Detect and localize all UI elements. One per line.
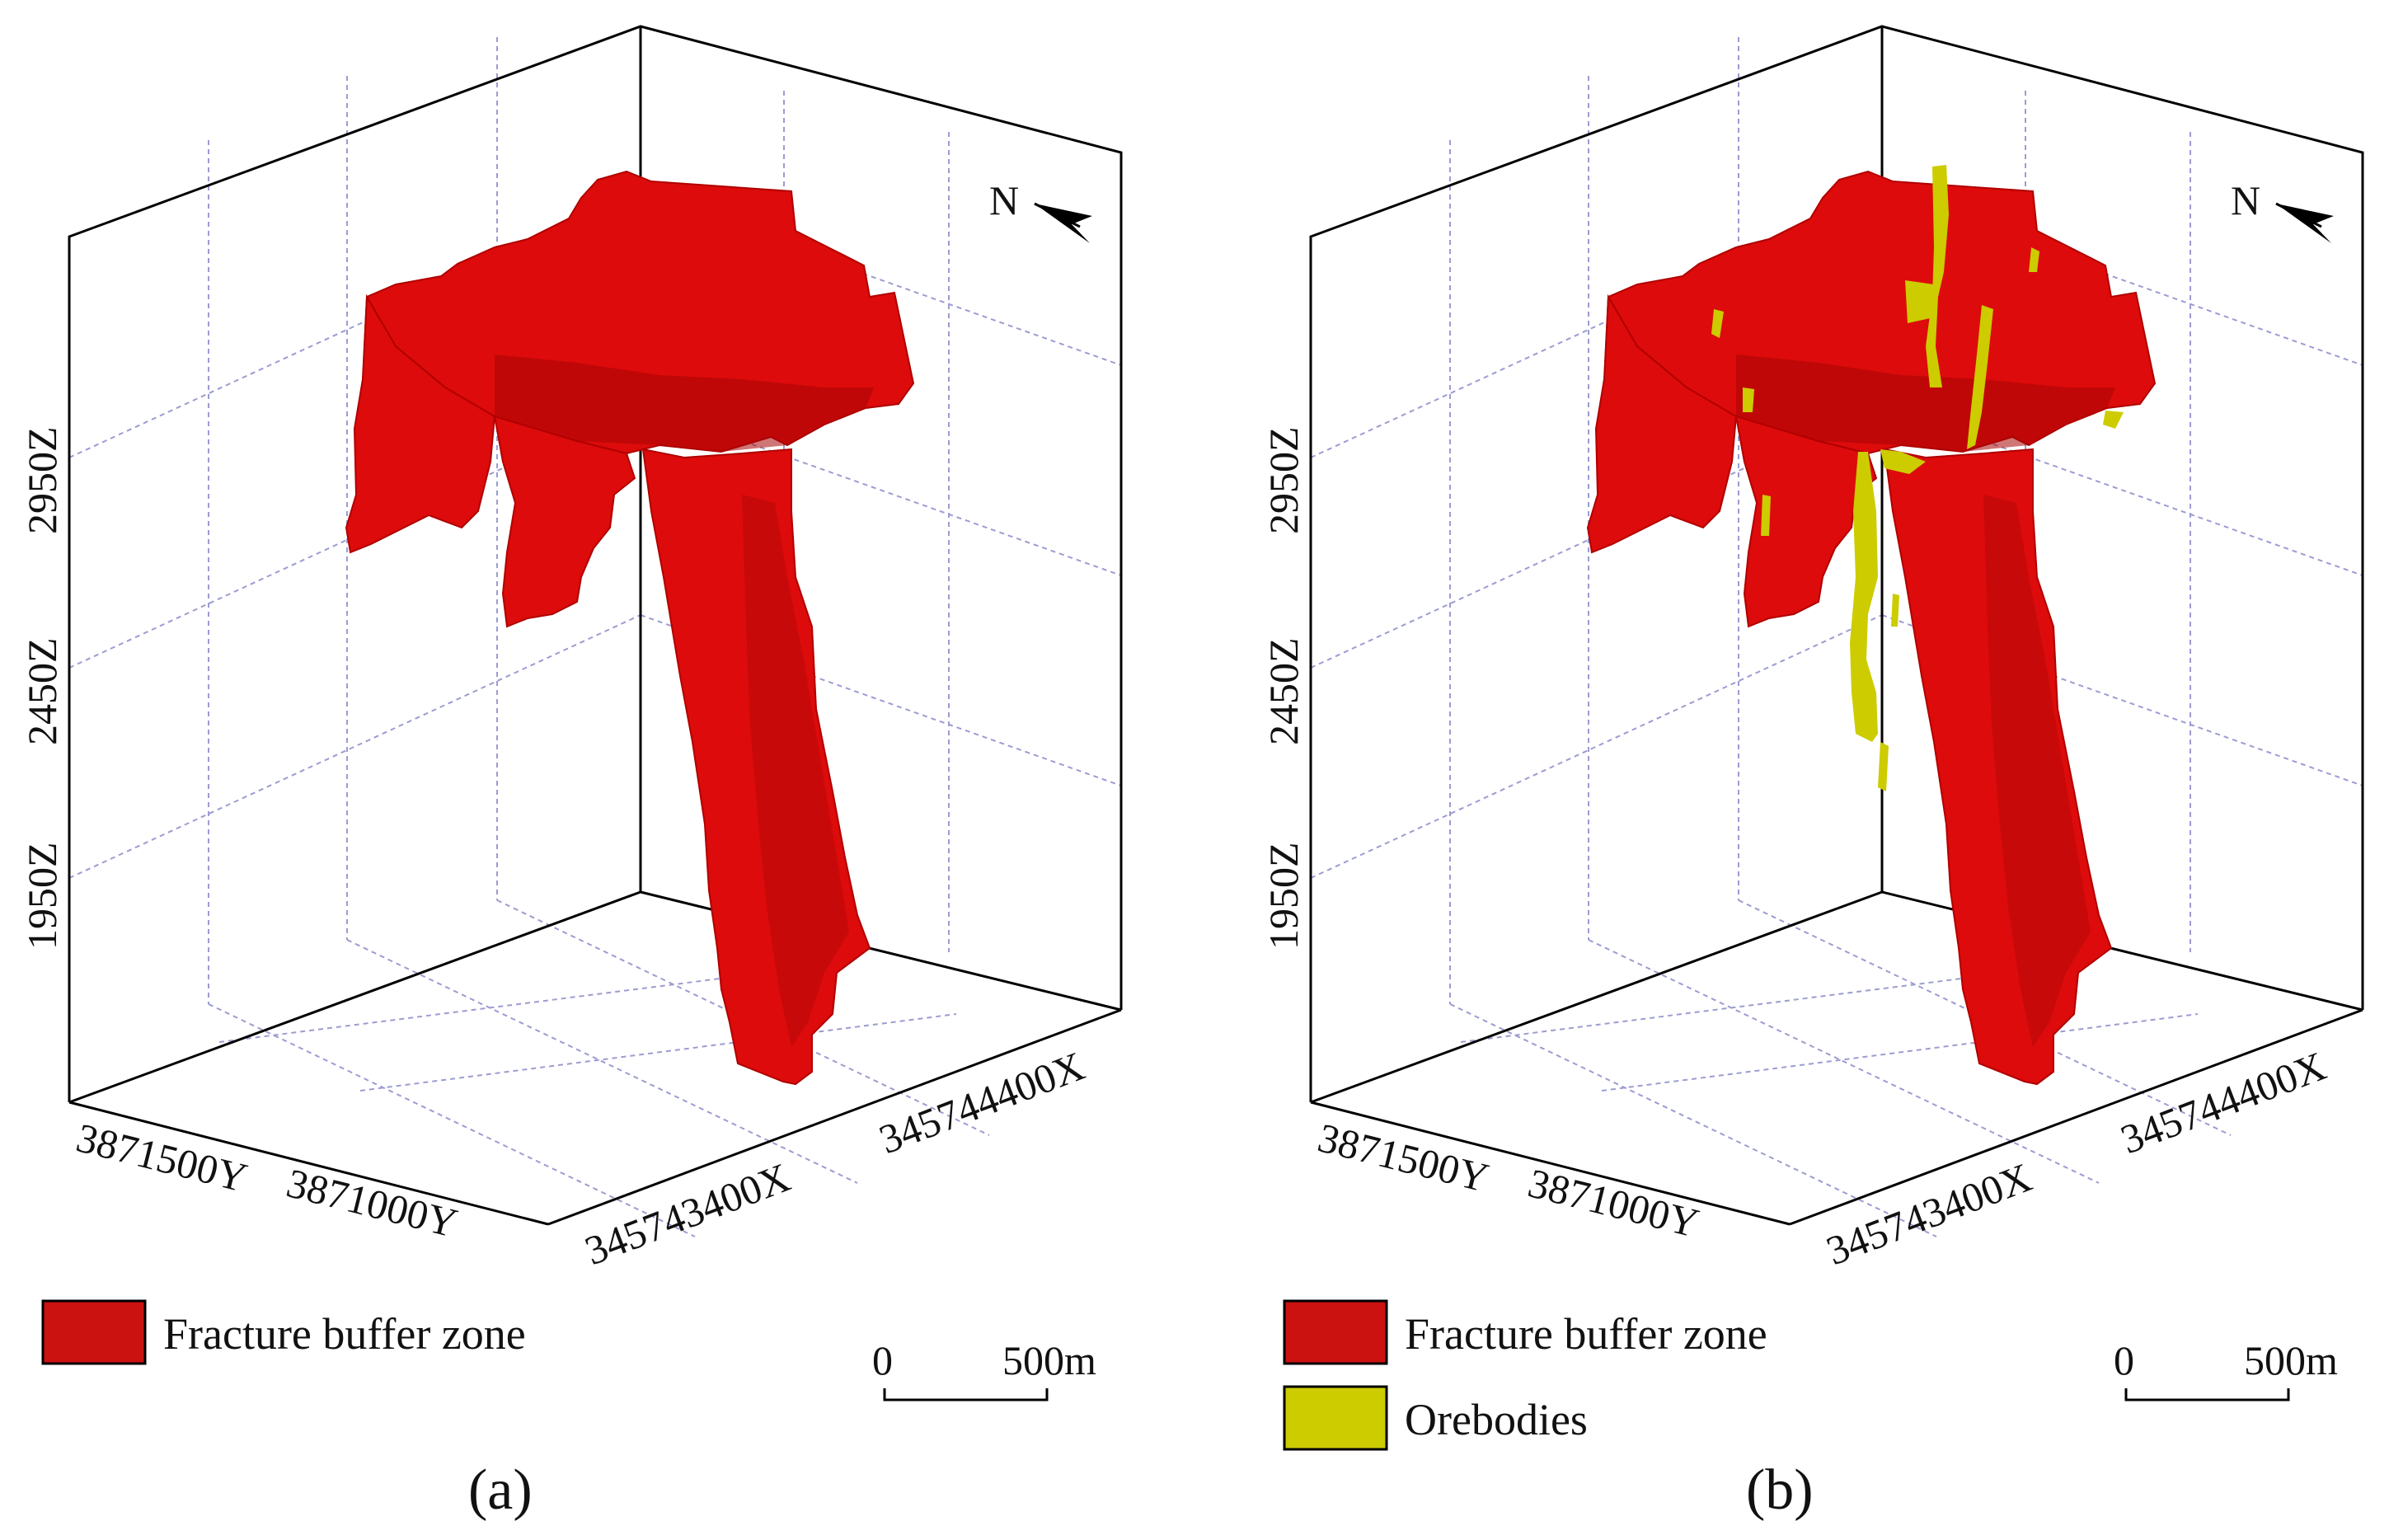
north-arrow: N: [2231, 177, 2334, 243]
box-frame: [68, 1101, 549, 1226]
north-arrow-icon: [1035, 204, 1092, 243]
grid-line: [68, 614, 641, 879]
north-arrow-line: [1034, 202, 1081, 228]
grid-line: [1310, 614, 1883, 879]
fracture-buffer-zone-body: [345, 170, 915, 1086]
grid-line: [208, 1003, 696, 1237]
panel-b: N 2950Z 2450Z 1950Z 3871500Y 3871000Y 34…: [1260, 25, 2364, 1522]
box-frame: [547, 1008, 1122, 1226]
orebody-vein: [1926, 165, 1949, 387]
north-label: N: [989, 177, 1019, 223]
scale-end-label: 500m: [2244, 1337, 2338, 1383]
orebody-vein: [1891, 594, 1899, 627]
scale-end-label: 500m: [1002, 1337, 1096, 1383]
z-tick-label: 2450Z: [1260, 637, 1307, 745]
fracture-middle-lobe: [493, 415, 636, 628]
z-tick-label: 1950Z: [19, 842, 65, 950]
orebodies: [1711, 165, 2124, 791]
z-tick-label: 2450Z: [19, 637, 65, 745]
orebody-vein: [1743, 387, 1754, 412]
scale-bar-line: [2124, 1388, 2290, 1401]
orebody-vein: [1711, 309, 1724, 338]
grid-line: [1601, 1013, 2199, 1092]
panel-label-a: (a): [468, 1458, 533, 1522]
legend: Fracture buffer zone: [41, 1299, 526, 1365]
fracture-stem-shade: [742, 495, 849, 1047]
orebody-vein: [1878, 742, 1889, 791]
grid-line: [1449, 1003, 1937, 1237]
orebody-vein: [2103, 411, 2124, 429]
scale-start-label: 0: [2114, 1337, 2134, 1383]
legend-swatch-fracture: [41, 1299, 147, 1365]
scale-bar-line: [883, 1388, 1049, 1401]
legend-label: Fracture buffer zone: [1405, 1309, 1767, 1359]
x-tick-label: 345744400X: [2114, 1042, 2332, 1162]
north-label: N: [2231, 177, 2260, 223]
orebody-vein: [2029, 247, 2039, 272]
panel-a: N 2950Z 2450Z 1950Z 3871500Y 3871000Y 34…: [19, 25, 1123, 1522]
north-arrow-line: [2275, 202, 2322, 228]
grid-line: [346, 939, 858, 1184]
grid-line: [218, 967, 805, 1043]
north-arrow: N: [989, 177, 1092, 243]
fracture-left-lobe: [345, 293, 496, 554]
orebody-vein: [1967, 305, 1993, 449]
orebody-vein: [1905, 280, 1934, 323]
scale-bar: 0 500m: [872, 1337, 1096, 1401]
orebody-vein: [1880, 449, 1926, 474]
box-frame: [68, 890, 641, 1104]
grid-line: [1460, 967, 2047, 1043]
legend-label: Orebodies: [1405, 1395, 1588, 1444]
z-tick-label: 2950Z: [19, 426, 65, 534]
legend-swatch-fracture: [1283, 1299, 1388, 1365]
box-frame: [1789, 1008, 2363, 1226]
fracture-cap-shade: [495, 354, 874, 452]
legend: Fracture buffer zone Orebodies: [1283, 1299, 1767, 1451]
panel-label-b: (b): [1746, 1458, 1814, 1522]
scale-bar: 0 500m: [2114, 1337, 2338, 1401]
y-tick-label: 3871000Y: [1523, 1159, 1703, 1246]
fracture-cap-shade: [1736, 354, 2115, 452]
fracture-left-lobe: [1586, 293, 1738, 554]
y-tick-label: 3871000Y: [282, 1159, 462, 1246]
scale-start-label: 0: [872, 1337, 893, 1383]
grid-line: [359, 1013, 957, 1092]
legend-swatch-orebodies: [1283, 1385, 1388, 1451]
north-arrow-icon: [2276, 204, 2334, 243]
orebody-vein: [1850, 452, 1878, 742]
legend-label: Fracture buffer zone: [163, 1309, 526, 1359]
box-frame: [1310, 1101, 1791, 1226]
x-tick-label: 345744400X: [873, 1042, 1091, 1162]
box-frame: [1310, 890, 1883, 1104]
fracture-stem-shade: [1983, 495, 2091, 1047]
orebody-vein: [1761, 495, 1771, 536]
fracture-middle-lobe: [1734, 415, 1878, 628]
fracture-buffer-zone-body: [1586, 170, 2157, 1086]
z-tick-label: 1950Z: [1260, 842, 1307, 950]
z-tick-label: 2950Z: [1260, 426, 1307, 534]
grid-line: [1588, 939, 2100, 1184]
